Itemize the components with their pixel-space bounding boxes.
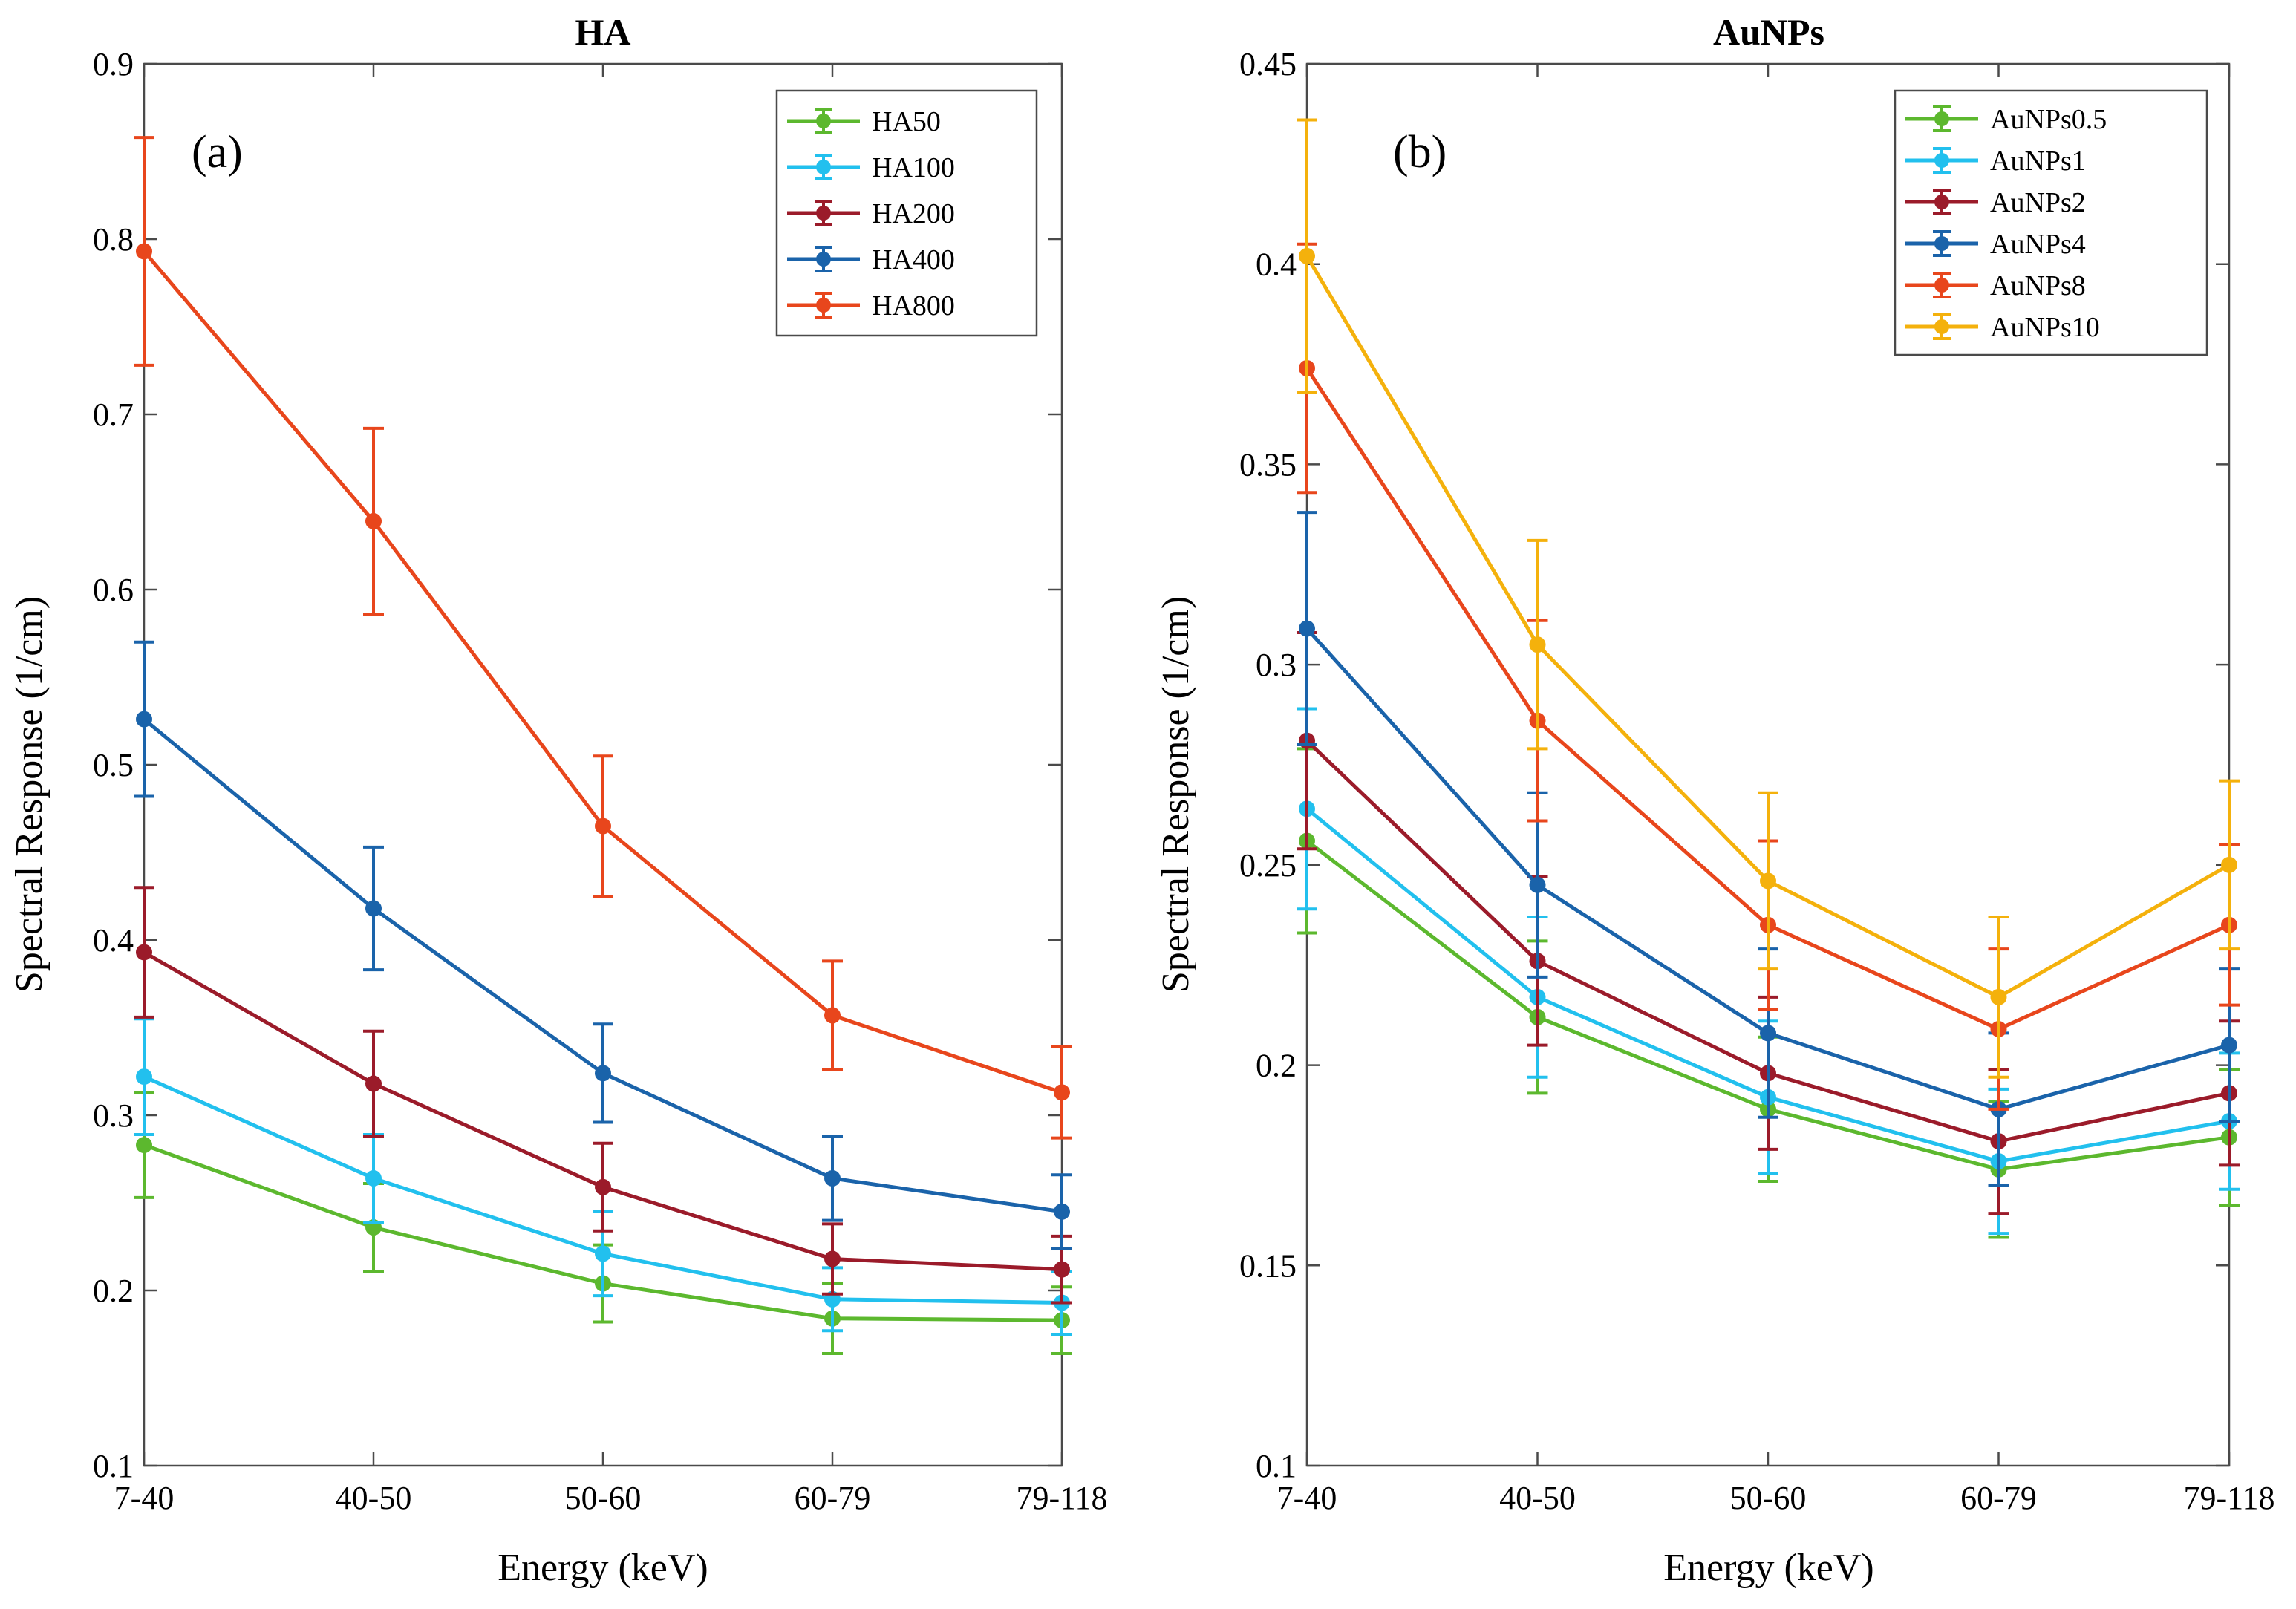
legend: AuNPs0.5 AuNPs1 AuNPs2 AuNPs4 AuNPs8 AuNPs10 <box>1894 89 2208 356</box>
data-point <box>365 512 382 529</box>
chart-title: AuNPs <box>1713 11 1824 53</box>
series-AuNPs10 <box>1297 118 2240 1079</box>
data-point <box>136 1068 152 1086</box>
x-tick-label: 79-118 <box>2183 1480 2274 1516</box>
data-point <box>1299 620 1315 637</box>
legend-marker <box>1934 111 1949 126</box>
y-tick-label: 0.3 <box>93 1097 134 1134</box>
chart-panel-ha: HA (a) Spectral Response (1/cm) Energy (… <box>8 11 1108 1589</box>
legend-label: AuNPs4 <box>1990 229 2086 260</box>
data-point <box>1054 1084 1070 1101</box>
legend-marker <box>816 252 831 267</box>
y-tick-label: 0.1 <box>93 1448 134 1484</box>
legend-label: AuNPs8 <box>1990 270 2086 301</box>
data-point <box>595 1065 611 1082</box>
x-tick-label: 50-60 <box>1730 1480 1807 1516</box>
series-line <box>143 249 1063 1094</box>
data-point <box>824 1169 841 1187</box>
x-tick-label: 60-79 <box>795 1480 871 1516</box>
legend-label: AuNPs2 <box>1990 187 2086 218</box>
data-point <box>1299 247 1315 264</box>
data-point <box>595 817 611 835</box>
data-point <box>1529 876 1546 893</box>
x-tick-label: 40-50 <box>336 1480 412 1516</box>
legend-marker <box>1934 236 1949 251</box>
data-point <box>136 243 152 260</box>
y-tick-label: 0.1 <box>1256 1448 1297 1484</box>
legend-label: HA800 <box>872 290 955 322</box>
y-tick-label: 0.5 <box>93 747 134 783</box>
legend-label: AuNPs10 <box>1990 312 2100 343</box>
data-point <box>1760 872 1776 890</box>
y-tick-label: 0.25 <box>1239 847 1297 884</box>
chart-panel-aunps: AuNPs (b) Spectral Response (1/cm) Energ… <box>1155 11 2275 1589</box>
data-point <box>365 900 382 917</box>
legend-label: AuNPs1 <box>1990 146 2086 177</box>
legend-marker <box>1934 195 1949 209</box>
y-axis-label: Spectral Response (1/cm) <box>8 596 50 993</box>
x-tick-label: 7-40 <box>1277 1480 1337 1516</box>
legend-label: AuNPs0.5 <box>1990 104 2107 135</box>
x-tick-label: 7-40 <box>114 1480 175 1516</box>
data-point <box>1760 1025 1776 1042</box>
data-point <box>595 1178 611 1195</box>
y-tick-label: 0.8 <box>93 221 134 258</box>
y-tick-label: 0.35 <box>1239 446 1297 483</box>
legend-label: HA100 <box>872 152 955 183</box>
series-HA200 <box>134 886 1072 1305</box>
y-tick-label: 0.45 <box>1239 46 1297 82</box>
x-axis-label: Energy (keV) <box>1663 1547 1874 1589</box>
x-tick-label: 50-60 <box>565 1480 642 1516</box>
data-point <box>824 1007 841 1024</box>
legend-label: HA400 <box>872 244 955 275</box>
data-point <box>824 1250 841 1267</box>
y-tick-label: 0.2 <box>1256 1048 1297 1084</box>
data-point <box>595 1245 611 1262</box>
chart-title: HA <box>575 11 631 53</box>
x-tick-label: 60-79 <box>1960 1480 2037 1516</box>
legend-marker <box>816 206 831 221</box>
legend-marker <box>1934 278 1949 293</box>
panel-label: (b) <box>1393 127 1447 177</box>
legend-label: HA200 <box>872 198 955 229</box>
legend-marker <box>1934 319 1949 334</box>
data-point <box>136 1137 152 1154</box>
y-tick-label: 0.4 <box>93 922 134 959</box>
series-AuNPs8 <box>1297 242 2240 1111</box>
y-tick-label: 0.7 <box>93 396 134 433</box>
legend-box <box>1894 89 2208 356</box>
x-axis-label: Energy (keV) <box>498 1547 708 1589</box>
legend: HA50 HA100 HA200 HA400 HA800 <box>775 89 1038 337</box>
x-tick-label: 40-50 <box>1499 1480 1576 1516</box>
x-tick-label: 79-118 <box>1016 1480 1107 1516</box>
y-tick-label: 0.2 <box>93 1273 134 1309</box>
legend-marker <box>816 298 831 313</box>
legend-marker <box>816 114 831 128</box>
legend-label: HA50 <box>872 106 941 137</box>
data-point <box>136 944 152 961</box>
data-point <box>1054 1261 1070 1278</box>
series-HA800 <box>134 136 1072 1140</box>
data-point <box>365 1169 382 1187</box>
data-point <box>1529 636 1546 653</box>
series-AuNPs4 <box>1297 511 2240 1187</box>
data-point <box>2221 856 2237 873</box>
y-tick-label: 0.4 <box>1256 247 1297 283</box>
legend-marker <box>1934 153 1949 168</box>
legend-marker <box>816 160 831 174</box>
data-point <box>1990 988 2007 1005</box>
data-point <box>365 1075 382 1092</box>
data-point <box>1054 1203 1070 1220</box>
panel-label: (a) <box>192 127 243 177</box>
data-point <box>2221 1037 2237 1054</box>
y-tick-label: 0.9 <box>93 46 134 82</box>
series-HA400 <box>134 640 1072 1250</box>
y-tick-label: 0.6 <box>93 572 134 608</box>
y-axis-label: Spectral Response (1/cm) <box>1155 596 1197 993</box>
y-tick-label: 0.3 <box>1256 647 1297 683</box>
y-tick-label: 0.15 <box>1239 1247 1297 1284</box>
data-point <box>136 711 152 728</box>
